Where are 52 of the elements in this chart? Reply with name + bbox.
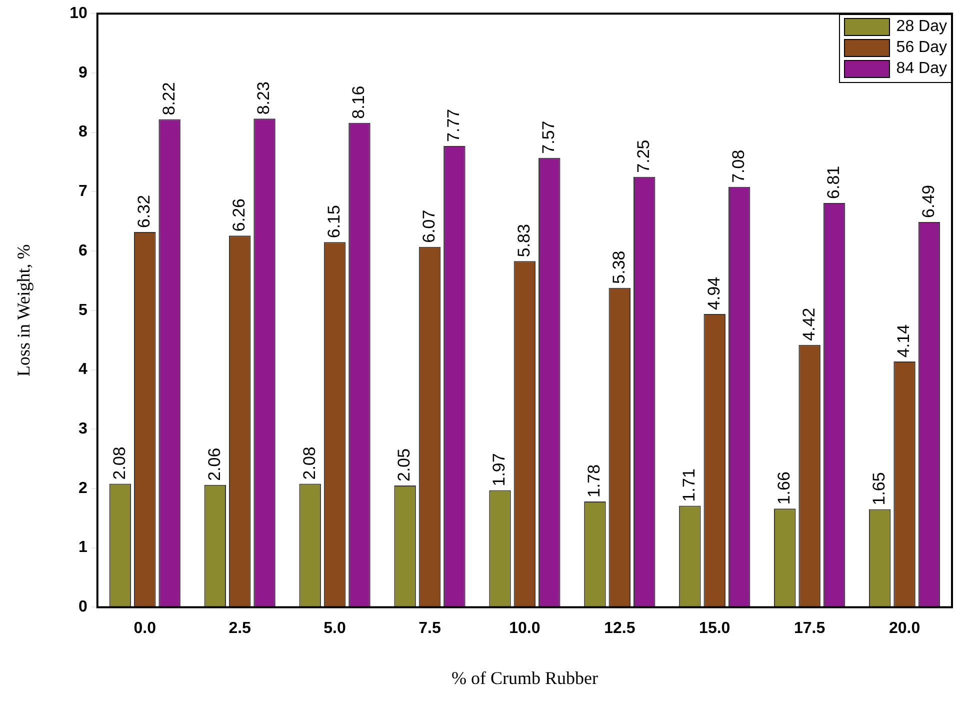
data-label: 1.97 [490, 453, 509, 486]
y-tick-label: 4 [78, 361, 88, 378]
data-label: 4.94 [704, 276, 724, 310]
y-axis-title: Loss in Weight, % [14, 244, 34, 377]
y-tick-label: 3 [78, 420, 88, 438]
x-tick-label: 20.0 [888, 620, 920, 638]
y-tick-label: 6 [78, 242, 88, 260]
data-label: 1.66 [774, 472, 794, 505]
legend-label: 28 Day [896, 18, 947, 36]
x-tick-label: 0.0 [134, 620, 156, 638]
y-tick-label: 9 [78, 64, 88, 82]
data-label: 7.77 [444, 108, 464, 142]
data-label: 2.05 [394, 448, 414, 482]
x-tick-label: 15.0 [699, 620, 730, 638]
data-label: 6.49 [918, 184, 938, 218]
data-label: 7.08 [728, 150, 748, 183]
x-tick-label: 17.5 [794, 620, 826, 638]
x-axis-title: % of Crumb Rubber [451, 668, 598, 688]
y-tick-label: 2 [78, 480, 88, 497]
legend-label: 84 Day [896, 60, 947, 78]
data-label: 8.22 [159, 82, 178, 116]
data-label: 8.16 [349, 86, 368, 119]
legend-label: 56 Day [896, 39, 947, 58]
data-label: 1.71 [680, 468, 699, 502]
x-tick-label: 5.0 [324, 620, 346, 638]
x-tick-label: 12.5 [604, 620, 636, 638]
data-label: 2.08 [110, 446, 129, 480]
y-tick-label: 8 [78, 124, 88, 141]
data-label: 6.07 [419, 210, 438, 243]
data-label: 4.14 [894, 324, 914, 358]
data-label: 6.15 [324, 205, 344, 238]
data-label: 4.42 [799, 308, 818, 341]
x-tick-label: 2.5 [228, 620, 252, 638]
data-label: 6.81 [824, 166, 843, 199]
data-label: 8.23 [254, 82, 274, 115]
data-label: 7.57 [539, 120, 558, 154]
y-tick-label: 10 [70, 5, 88, 22]
y-tick-label: 1 [78, 539, 88, 556]
y-tick-label: 5 [78, 302, 88, 319]
data-label: 5.38 [609, 250, 628, 284]
y-tick-label: 0 [78, 598, 88, 616]
x-tick-label: 10.0 [509, 620, 540, 638]
data-label: 1.78 [584, 464, 604, 498]
x-tick-label: 7.5 [418, 620, 441, 638]
data-label: 7.25 [634, 140, 654, 173]
data-label: 5.83 [514, 224, 534, 258]
data-label: 2.08 [300, 446, 319, 480]
y-tick-label: 7 [78, 183, 88, 200]
data-label: 6.26 [230, 198, 249, 232]
data-label: 2.06 [204, 448, 224, 481]
data-label: 6.32 [134, 194, 154, 228]
data-label: 1.65 [870, 472, 889, 506]
